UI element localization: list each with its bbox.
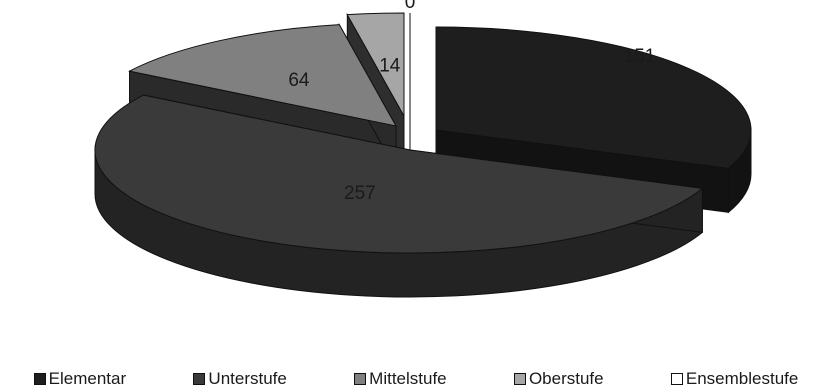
data-label-unterstufe: 257 bbox=[344, 183, 376, 204]
legend-swatch-oberstufe bbox=[513, 373, 526, 385]
legend-label-oberstufe: Oberstufe bbox=[528, 369, 604, 388]
legend-swatch-ensemblestufe bbox=[670, 373, 683, 385]
legend: Elementar Unterstufe Mittelstufe Oberstu… bbox=[0, 368, 832, 390]
legend-label-elementar: Elementar bbox=[48, 369, 127, 388]
slice-mittelstufe bbox=[128, 24, 397, 127]
legend-item-oberstufe: Oberstufe bbox=[513, 369, 604, 389]
legend-label-unterstufe: Unterstufe bbox=[208, 369, 287, 388]
legend-swatch-elementar bbox=[33, 373, 46, 385]
slice-unterstufe bbox=[94, 94, 704, 254]
slice-elementar bbox=[435, 26, 752, 169]
legend-swatch-mittelstufe bbox=[354, 373, 367, 385]
slice-oberstufe bbox=[346, 12, 405, 118]
data-label-mittelstufe: 64 bbox=[288, 70, 310, 91]
legend-item-ensemblestufe: Ensemblestufe bbox=[670, 369, 799, 389]
legend-item-elementar: Elementar bbox=[33, 369, 127, 389]
data-label-oberstufe: 14 bbox=[379, 56, 401, 77]
legend-label-ensemblestufe: Ensemblestufe bbox=[685, 369, 799, 388]
legend-item-unterstufe: Unterstufe bbox=[193, 369, 287, 389]
legend-item-mittelstufe: Mittelstufe bbox=[354, 369, 447, 389]
data-label-ensemblestufe: 0 bbox=[405, 0, 416, 13]
legend-label-mittelstufe: Mittelstufe bbox=[369, 369, 447, 388]
legend-swatch-unterstufe bbox=[193, 373, 206, 385]
data-label-elementar: 151 bbox=[624, 46, 656, 67]
